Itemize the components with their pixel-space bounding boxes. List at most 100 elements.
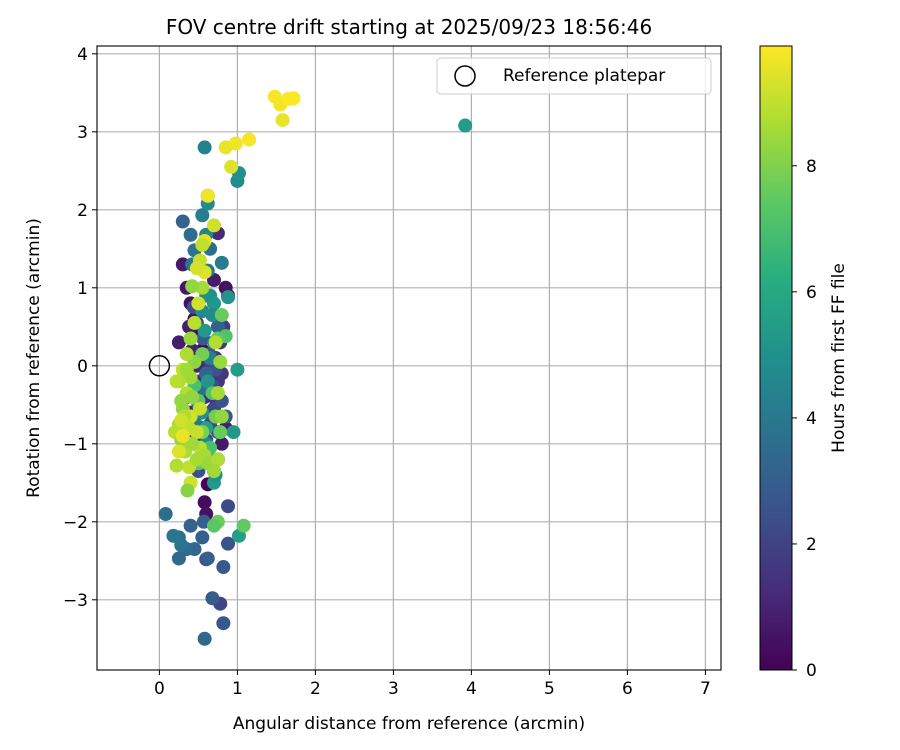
data-point xyxy=(210,452,225,467)
y-tick-label: 2 xyxy=(77,201,88,221)
data-point xyxy=(228,136,243,151)
x-axis-label: Angular distance from reference (arcmin) xyxy=(233,714,585,734)
data-point xyxy=(158,507,173,521)
chart-title: FOV centre drift starting at 2025/09/23 … xyxy=(166,15,652,39)
x-tick-label: 2 xyxy=(310,679,321,699)
data-point xyxy=(242,132,257,147)
x-tick-label: 6 xyxy=(622,679,633,699)
data-point xyxy=(185,436,200,451)
y-axis-ticks: −3 −2 −1 0 1 2 3 4 xyxy=(63,45,97,611)
data-point xyxy=(214,436,229,451)
data-point xyxy=(187,315,202,330)
colorbar-tick-label: 6 xyxy=(806,283,817,303)
data-point xyxy=(185,390,200,404)
data-point xyxy=(191,296,206,311)
data-point xyxy=(197,140,212,155)
data-point xyxy=(200,188,215,203)
legend-marker-icon xyxy=(454,65,476,87)
x-axis-ticks: 0 1 2 3 4 5 6 7 xyxy=(154,670,711,699)
data-point xyxy=(171,335,186,350)
data-point xyxy=(175,429,190,443)
colorbar-gradient xyxy=(759,45,793,671)
data-point xyxy=(207,518,221,533)
data-point xyxy=(179,347,194,362)
data-point xyxy=(207,464,221,479)
data-point xyxy=(174,538,189,553)
x-tick-label: 7 xyxy=(700,679,711,699)
data-point xyxy=(210,386,225,401)
reference-marker xyxy=(148,355,171,377)
data-point xyxy=(169,374,184,389)
data-point xyxy=(207,296,221,311)
colorbar-tick-label: 2 xyxy=(806,535,817,555)
data-point xyxy=(200,374,215,389)
legend-label: Reference platepar xyxy=(503,66,665,86)
data-point xyxy=(197,323,212,338)
data-point xyxy=(275,113,290,128)
data-point xyxy=(189,261,204,276)
data-point xyxy=(221,536,236,551)
y-tick-label: −1 xyxy=(63,435,88,455)
y-tick-label: 0 xyxy=(77,357,88,377)
data-point xyxy=(205,591,220,606)
y-tick-label: −3 xyxy=(63,591,88,611)
y-tick-label: 3 xyxy=(77,123,88,143)
data-point xyxy=(214,308,229,323)
data-point xyxy=(207,218,221,233)
colorbar-tick-label: 4 xyxy=(806,409,817,429)
data-point xyxy=(183,227,198,242)
data-point xyxy=(183,331,198,346)
data-point xyxy=(183,518,198,533)
data-point xyxy=(221,499,236,514)
data-point xyxy=(208,335,223,350)
plot-frame xyxy=(96,45,722,671)
data-point xyxy=(226,425,241,440)
data-point xyxy=(236,518,251,533)
data-point xyxy=(171,551,186,566)
data-point xyxy=(458,118,473,133)
data-point xyxy=(179,362,194,377)
x-tick-label: 3 xyxy=(388,679,399,699)
data-point xyxy=(230,362,245,377)
x-tick-label: 0 xyxy=(154,679,165,699)
y-axis-label: Rotation from reference (arcmin) xyxy=(24,218,44,498)
data-point xyxy=(195,530,210,545)
data-point xyxy=(189,452,204,467)
x-tick-label: 1 xyxy=(232,679,243,699)
data-point xyxy=(197,495,212,510)
data-point xyxy=(166,528,181,543)
data-point xyxy=(174,393,189,408)
x-tick-label: 5 xyxy=(544,679,555,699)
data-point xyxy=(216,616,231,631)
data-point xyxy=(197,631,212,646)
data-point xyxy=(224,159,239,174)
data-point xyxy=(195,208,210,223)
y-tick-label: 4 xyxy=(77,45,88,65)
data-point xyxy=(214,409,229,424)
data-point xyxy=(192,401,207,416)
data-point xyxy=(195,237,210,252)
data-point xyxy=(216,560,231,575)
data-point xyxy=(171,444,186,459)
colorbar-ticks: 0 2 4 6 8 xyxy=(792,157,817,681)
data-point xyxy=(213,425,228,440)
colorbar-tick-label: 8 xyxy=(806,157,817,177)
data-point xyxy=(175,214,190,229)
y-tick-label: −2 xyxy=(63,513,88,533)
legend: Reference platepar xyxy=(436,57,712,95)
colorbar-label: Hours from first FF file xyxy=(829,263,849,453)
data-points xyxy=(158,89,473,646)
colorbar: 0 2 4 6 8 Hours from first FF file xyxy=(759,45,849,681)
data-point xyxy=(200,551,215,566)
data-point xyxy=(213,354,228,369)
reference-point xyxy=(148,355,171,377)
data-point xyxy=(210,319,225,334)
data-point xyxy=(221,290,236,305)
data-point xyxy=(214,255,229,270)
data-point xyxy=(180,483,195,498)
data-point xyxy=(174,413,189,428)
x-tick-label: 4 xyxy=(466,679,477,699)
data-point xyxy=(185,279,200,294)
legend-box xyxy=(436,57,712,95)
